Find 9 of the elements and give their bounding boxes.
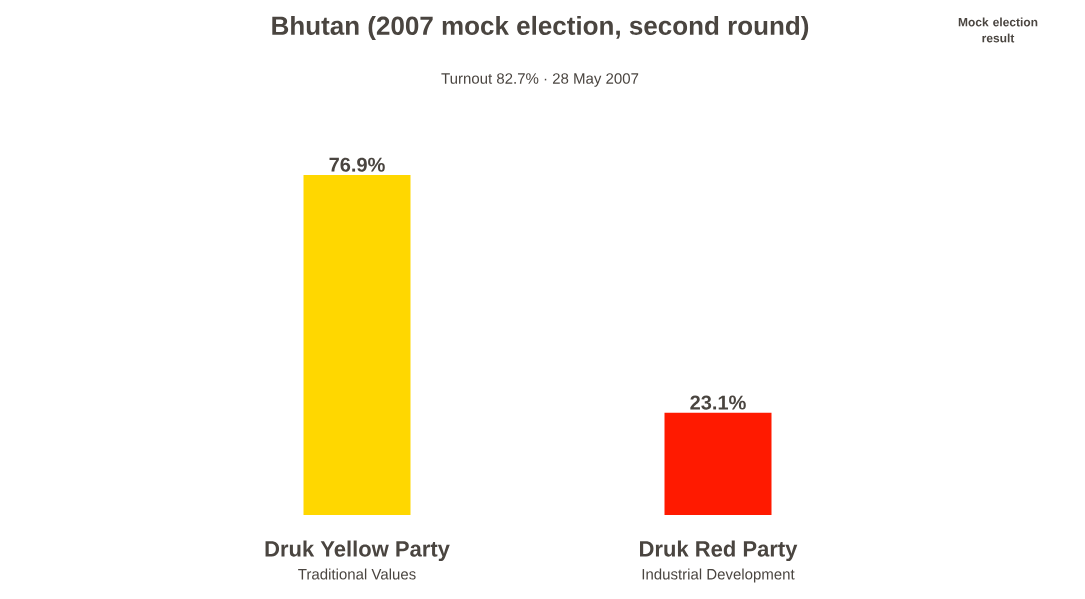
chart-subtitle: Turnout 82.7% · 28 May 2007 (441, 73, 639, 87)
data-label: 23.1% (690, 395, 746, 410)
x-tick-label: Druk Red Party (640, 540, 798, 562)
text: Industrial Development (642, 568, 795, 583)
x-tick-label: Druk Yellow Party (265, 540, 450, 562)
data-label: 76.9% (329, 157, 385, 172)
chart-title: Bhutan (2007 mock election, second round) (272, 15, 809, 41)
text: Traditional Values (298, 568, 416, 580)
text: Mock election result (958, 17, 1038, 43)
